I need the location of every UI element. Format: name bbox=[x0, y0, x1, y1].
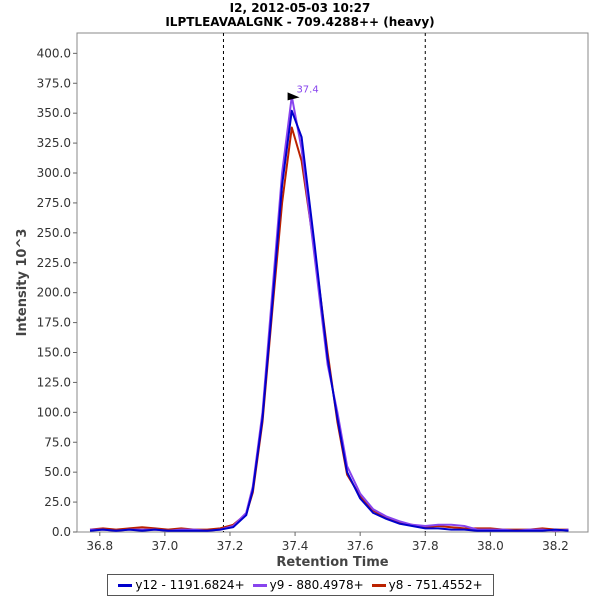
y-tick-label: 175.0 bbox=[37, 316, 71, 330]
x-tick-label: 38.0 bbox=[477, 539, 504, 553]
y-tick-label: 250.0 bbox=[37, 226, 71, 240]
x-tick-label: 36.8 bbox=[86, 539, 113, 553]
x-axis-label: Retention Time bbox=[276, 555, 388, 570]
legend-label: y12 - 1191.6824+ bbox=[135, 578, 245, 592]
y-tick-label: 125.0 bbox=[37, 375, 71, 389]
y-tick-label: 225.0 bbox=[37, 256, 71, 270]
y-tick-label: 300.0 bbox=[37, 166, 71, 180]
plot-area bbox=[76, 32, 589, 533]
legend-swatch bbox=[252, 583, 267, 587]
y-tick-label: 50.0 bbox=[44, 465, 71, 479]
x-tick-label: 37.0 bbox=[152, 539, 179, 553]
y-tick-label: 100.0 bbox=[37, 405, 71, 419]
chart-title: I2, 2012-05-03 10:27 bbox=[229, 1, 371, 15]
y-tick-label: 0.0 bbox=[52, 525, 71, 539]
legend-swatch bbox=[371, 583, 386, 587]
series-line bbox=[89, 109, 569, 532]
x-tick-label: 38.2 bbox=[542, 539, 569, 553]
legend-item: y9 - 880.4978+ bbox=[252, 578, 364, 592]
y-tick-label: 75.0 bbox=[44, 435, 71, 449]
legend-label: y8 - 751.4552+ bbox=[388, 578, 483, 592]
legend-label: y9 - 880.4978+ bbox=[269, 578, 364, 592]
legend-item: y12 - 1191.6824+ bbox=[118, 578, 245, 592]
legend: y12 - 1191.6824+ y9 - 880.4978+ y8 - 751.4… bbox=[107, 574, 494, 596]
y-tick-label: 200.0 bbox=[37, 286, 71, 300]
y-axis-label: Intensity 10^3 bbox=[15, 229, 30, 337]
legend-item: y8 - 751.4552+ bbox=[371, 578, 483, 592]
peak-marker-arrow bbox=[287, 92, 300, 101]
x-tick-label: 37.4 bbox=[282, 539, 309, 553]
y-tick-label: 375.0 bbox=[37, 76, 71, 90]
x-tick-label: 37.2 bbox=[217, 539, 244, 553]
x-tick-label: 37.6 bbox=[347, 539, 374, 553]
y-tick-label: 25.0 bbox=[44, 495, 71, 509]
chart-subtitle: ILPTLEAVAALGNK - 709.4288++ (heavy) bbox=[165, 15, 435, 29]
x-tick-label: 37.8 bbox=[412, 539, 439, 553]
legend-swatch bbox=[118, 583, 133, 587]
y-tick-label: 275.0 bbox=[37, 196, 71, 210]
peak-label: 37.4 bbox=[296, 84, 318, 95]
y-tick-label: 350.0 bbox=[37, 106, 71, 120]
y-tick-label: 150.0 bbox=[37, 346, 71, 360]
y-tick-label: 325.0 bbox=[37, 136, 71, 150]
y-tick-label: 400.0 bbox=[37, 46, 71, 60]
